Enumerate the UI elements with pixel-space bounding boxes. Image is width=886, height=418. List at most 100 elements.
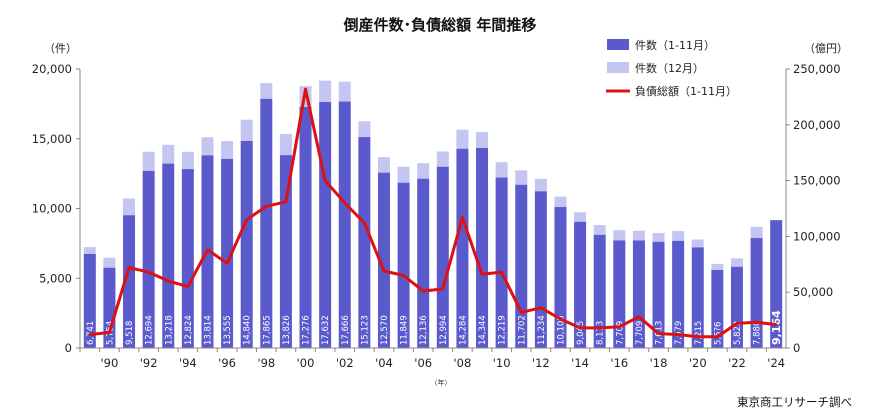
point-debt-total-2010 [500,270,503,274]
bar-label-1994: 12,824 [184,315,194,345]
bar-label-2004: 12,570 [380,315,390,345]
bar-label-1997: 14,840 [243,315,253,345]
bar-count-jan-nov-2000 [299,106,312,348]
bar-count-jan-nov-2008 [456,148,469,348]
bar-count-jan-nov-2021 [711,270,724,348]
bar-count-jan-nov-2022 [730,266,743,348]
bar-count-dec-2011 [515,170,528,185]
bar-label-1999: 13,826 [282,315,292,345]
bar-label-2022: 5,822 [733,321,743,345]
point-debt-total-1993 [167,279,170,283]
bar-count-dec-2004 [377,157,390,173]
bar-label-2000: 17,276 [302,315,312,345]
bar-count-dec-2009 [476,132,489,148]
point-debt-total-2014 [578,326,582,330]
point-debt-total-1995 [206,248,209,251]
point-debt-total-2022 [735,322,739,325]
bar-count-jan-nov-1994 [181,169,194,348]
line-layer [88,87,778,339]
x-tick-label: '02 [336,356,354,370]
bar-count-jan-nov-2001 [319,102,332,348]
bar-count-jan-nov-2003 [358,137,371,348]
bar-count-jan-nov-1997 [240,140,253,348]
bars-layer [83,80,783,349]
bar-label-2021: 5,5?6 [713,322,723,345]
bar-count-jan-nov-2014 [574,221,587,348]
bar-label-2006: 12,136 [419,315,429,345]
point-debt-total-2019 [676,333,680,336]
bar-count-jan-nov-2010 [495,177,508,348]
bar-count-dec-2015 [593,225,606,235]
bar-count-dec-2001 [319,80,332,103]
point-debt-total-2021 [716,335,719,339]
point-debt-total-1991 [127,266,131,269]
bar-count-jan-nov-2006 [417,178,430,348]
bar-label-2002: 17,666 [341,315,351,345]
point-debt-total-2018 [657,332,660,335]
bar-count-dec-1997 [240,119,253,141]
bar-count-jan-nov-1998 [260,98,273,348]
bar-label-2003: 15,123 [360,315,370,345]
x-tick-label: '00 [297,356,315,370]
bar-label-2011: 11,702 [517,315,527,345]
point-debt-total-1997 [245,218,248,221]
bar-count-dec-2021 [711,263,724,271]
right-axis-unit: （億円） [804,42,848,55]
bar-count-jan-nov-2018 [652,241,665,348]
x-tick-label: '96 [218,356,236,370]
bar-count-jan-nov-1990 [103,267,116,348]
legend-swatch-count-dec [607,62,629,73]
left-axis-unit: （件） [44,42,77,55]
point-debt-total-2015 [598,326,601,330]
bar-count-jan-nov-1996 [221,158,234,348]
bar-label-2009: 14,344 [478,315,488,345]
left-tick-label: 5,000 [39,271,72,285]
point-debt-total-2011 [520,311,523,314]
bar-count-dec-1996 [221,141,234,159]
legend-label-count-dec: 件数（12月） [635,62,704,75]
x-tick-label: '14 [571,356,589,370]
bar-count-jan-nov-2007 [436,166,449,348]
bar-label-1992: 12,694 [145,315,155,345]
bar-count-dec-2007 [436,151,449,167]
bar-count-dec-2002 [338,81,351,102]
bar-label-2017: 7,709 [635,321,645,345]
point-debt-total-2002 [343,201,346,205]
bar-count-jan-nov-1993 [162,163,175,348]
bar-label-2020: 7,215 [694,321,704,345]
chart-title: 倒産件数･負債総額 年間推移 [343,16,537,34]
axes-layer: 0 5,000 10,000 15,000 20,000 0 50,000 100,000 15… [32,62,841,370]
bar-label-2001: 17,632 [321,315,331,345]
bar-label-1996: 13,555 [223,315,233,345]
right-tick-label: 100,000 [793,229,841,243]
x-tick-label: '10 [493,356,511,370]
x-tick-label: '04 [375,356,393,370]
bar-count-dec-1990 [103,257,116,268]
point-debt-total-2012 [539,306,543,310]
bar-label-2007: 12,994 [439,315,449,345]
point-debt-total-2009 [480,273,484,276]
point-debt-total-1996 [225,261,229,265]
bar-label-2013: 10,105 [556,315,566,345]
point-debt-total-2006 [421,289,425,293]
bar-label-1998: 17,865 [262,315,272,345]
bar-label-1993: 13,218 [164,315,174,345]
bar-label-2008: 14,284 [458,315,468,345]
x-axis-unit: （年） [431,378,452,387]
point-debt-total-2023 [755,321,758,324]
x-tick-label: '94 [179,356,197,370]
bar-count-dec-2008 [456,129,469,149]
bar-count-dec-2006 [417,163,430,179]
bar-labels-layer: 6,741 5,754 9,518 12,694 13,218 12,824 13,814 1… [86,310,783,345]
x-tick-label: '20 [689,356,707,370]
point-debt-total-2004 [382,269,386,273]
point-debt-total-2024 [774,323,778,326]
bar-count-jan-nov-1989 [83,253,96,348]
bar-label-2016: 7,709 [615,321,625,345]
bar-count-dec-2013 [554,196,567,208]
bar-count-jan-nov-2016 [613,240,626,348]
bar-count-dec-1995 [201,137,214,156]
bar-count-jan-nov-1991 [123,215,136,348]
x-tick-label: '22 [728,356,746,370]
